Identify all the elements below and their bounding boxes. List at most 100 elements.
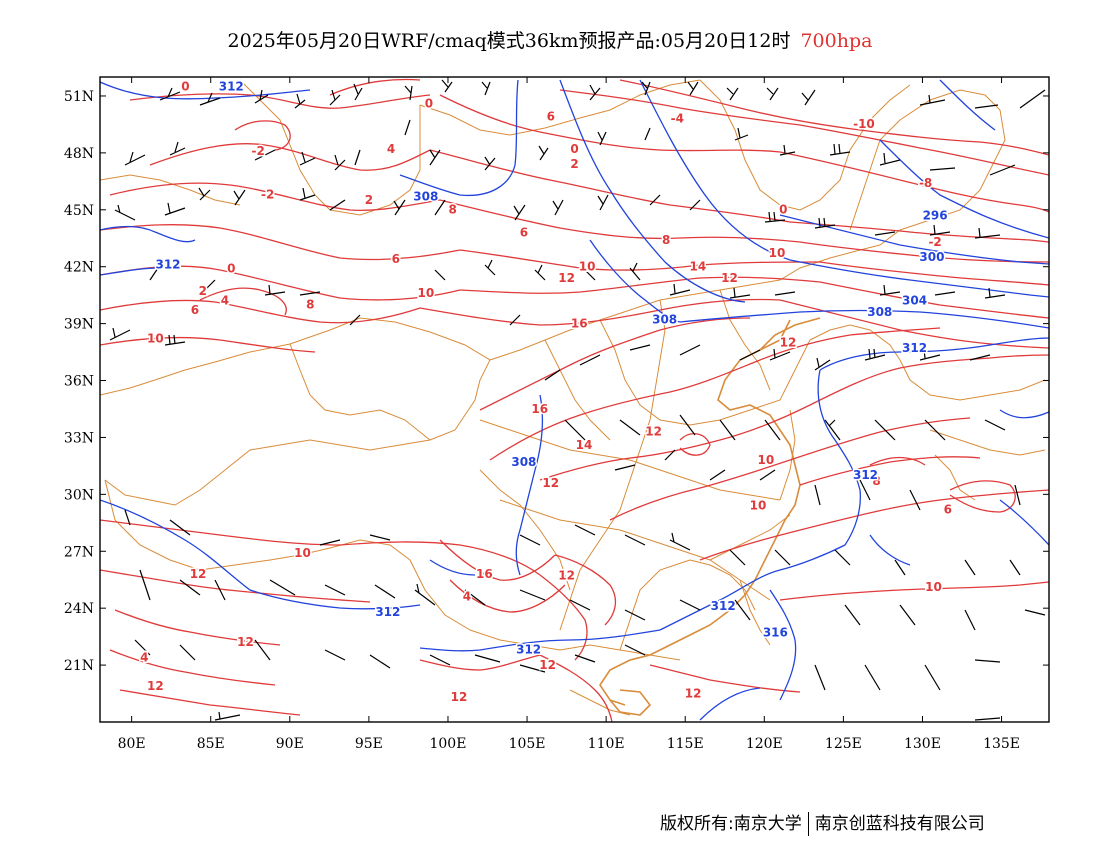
temperature-contour-label: 12 <box>645 425 662 439</box>
temperature-contour-label: 12 <box>558 271 575 285</box>
height-contour-label: 316 <box>763 626 788 640</box>
temperature-contour-label: 12 <box>780 335 797 349</box>
height-contour-label: 312 <box>219 79 244 93</box>
temperature-contour-label: 6 <box>547 110 555 124</box>
temperature-contour-label: -4 <box>671 112 684 126</box>
temperature-contour-label: 12 <box>558 569 575 583</box>
temperature-contour-label: 12 <box>147 679 164 693</box>
lat-tick-label: 30N <box>64 487 94 503</box>
lat-tick-label: 24N <box>64 601 94 617</box>
footer: 版权所有:南京大学 南京创蓝科技有限公司 <box>660 809 985 836</box>
temperature-contour-label: 0 <box>227 261 235 275</box>
plot-frame <box>99 76 1050 723</box>
temperature-contour-label: 0 <box>570 142 578 156</box>
temperature-isotherms <box>100 78 1049 722</box>
lon-tick-label: 130E <box>904 736 941 752</box>
temperature-contour-label: 6 <box>944 502 952 516</box>
lat-tick-label: 21N <box>64 658 94 674</box>
temperature-contour-label: 10 <box>417 286 434 300</box>
temperature-contour-label: 10 <box>925 580 942 594</box>
lat-tick-label: 27N <box>64 544 94 560</box>
footer-divider <box>807 812 809 836</box>
temperature-contour-label: 8 <box>662 233 670 247</box>
temperature-contour-label: 10 <box>294 546 311 560</box>
temperature-contour-label: 10 <box>750 499 767 513</box>
temperature-contour-label: 2 <box>199 284 207 298</box>
height-contour-label: 308 <box>413 189 438 203</box>
temperature-contour-label: 12 <box>721 271 738 285</box>
temperature-contour-label: 10 <box>579 260 596 274</box>
lon-tick-label: 80E <box>118 736 146 752</box>
lon-tick-label: 115E <box>667 736 704 752</box>
temperature-contour-label: 12 <box>237 635 254 649</box>
lat-tick-label: 36N <box>64 374 94 390</box>
lon-tick-label: 95E <box>355 736 383 752</box>
lon-tick-label: 105E <box>509 736 546 752</box>
company-text: 南京创蓝科技有限公司 <box>814 814 985 834</box>
temperature-contour-label: 12 <box>542 476 559 490</box>
lon-tick-label: 110E <box>588 736 625 752</box>
temperature-contour-label: -8 <box>919 176 932 190</box>
wind-barbs <box>109 79 1046 721</box>
lon-tick-label: 100E <box>429 736 466 752</box>
title-level: 700hpa <box>800 30 873 52</box>
temperature-contour-label: 0 <box>779 203 787 217</box>
temperature-contour-label: 16 <box>571 316 588 330</box>
lat-tick-label: 45N <box>64 203 94 219</box>
lat-tick-label: 33N <box>64 430 94 446</box>
temperature-contour-label: 14 <box>576 438 593 452</box>
temperature-contour-label: 4 <box>463 590 471 604</box>
lat-tick-label: 51N <box>64 89 94 105</box>
coastline <box>599 317 821 716</box>
copyright-text: 版权所有:南京大学 <box>660 814 802 834</box>
temperature-contour-label: 6 <box>520 225 528 239</box>
height-contour-label: 300 <box>919 250 944 264</box>
temperature-contour-label: 0 <box>181 79 189 93</box>
temperature-contour-label: 4 <box>221 294 229 308</box>
temperature-contour-label: 8 <box>449 203 457 217</box>
latitude-axis: 51N 48N 45N 42N 39N 36N 33N 30N 27N 24N 21N <box>64 89 1049 674</box>
temperature-contour-label: 0 <box>425 96 433 110</box>
height-contour-label: 308 <box>511 455 536 469</box>
temperature-contour-label: 10 <box>147 332 164 346</box>
admin-boundaries <box>100 79 1046 716</box>
temperature-contour-label: 10 <box>758 453 775 467</box>
lat-tick-label: 42N <box>64 260 94 276</box>
temperature-contour-label: 8 <box>306 297 314 311</box>
height-contour-label: 312 <box>516 643 541 657</box>
temperature-contour-label: 10 <box>769 246 786 260</box>
temperature-contour-label: 4 <box>387 142 395 156</box>
temperature-contour-label: 12 <box>451 690 468 704</box>
lat-tick-label: 48N <box>64 146 94 162</box>
temperature-contour-label: 12 <box>190 567 207 581</box>
lon-tick-label: 90E <box>276 736 304 752</box>
temperature-contour-label: 2 <box>570 157 578 171</box>
height-contours <box>100 79 1049 721</box>
temperature-contour-label: -10 <box>853 117 875 131</box>
longitude-axis: 80E 85E 90E 95E 100E 105E 110E 115E 120E 125E 130E… <box>118 77 1020 752</box>
height-contour-label: 312 <box>155 258 180 272</box>
lon-tick-label: 135E <box>983 736 1020 752</box>
temperature-contour-label: 12 <box>539 658 556 672</box>
lon-tick-label: 85E <box>197 736 225 752</box>
height-contour-label: 308 <box>652 313 677 327</box>
temperature-contour-label: 12 <box>685 686 702 700</box>
title-main: 2025年05月20日WRF/cmaq模式36km预报产品:05月20日12时 <box>227 30 791 52</box>
temperature-contour-label: 16 <box>531 402 548 416</box>
lon-tick-label: 125E <box>825 736 862 752</box>
height-contour-label: 312 <box>902 341 927 355</box>
height-contour-label: 312 <box>853 468 878 482</box>
temperature-contour-label: 14 <box>690 260 707 274</box>
height-contour-label: 296 <box>923 208 948 222</box>
temperature-contour-label: 2 <box>365 193 373 207</box>
lat-tick-label: 39N <box>64 317 94 333</box>
height-contour-label: 304 <box>902 294 927 308</box>
temperature-contour-label: -2 <box>928 235 941 249</box>
lon-tick-label: 120E <box>746 736 783 752</box>
height-contour-label: 312 <box>375 605 400 619</box>
map-title: 2025年05月20日WRF/cmaq模式36km预报产品:05月20日12时 7… <box>0 26 1100 53</box>
temperature-contour-label: 6 <box>392 252 400 266</box>
